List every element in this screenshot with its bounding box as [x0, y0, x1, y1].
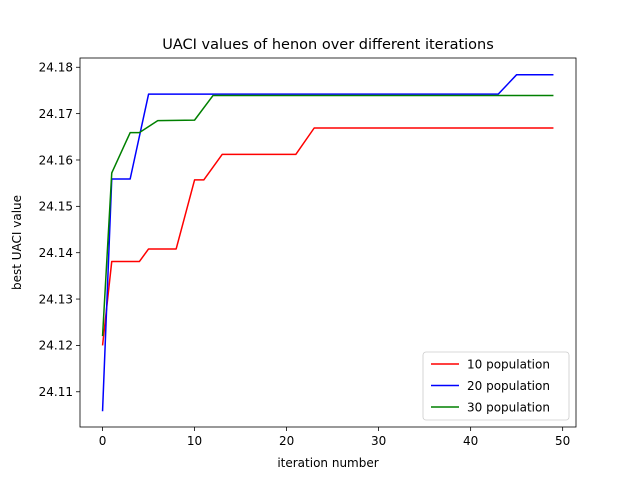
y-tick-label: 24.18 — [39, 61, 73, 75]
y-tick-label: 24.16 — [39, 153, 73, 167]
axes-frame — [79, 57, 577, 428]
y-axis-label: best UACI value — [10, 195, 24, 290]
x-axis-label: iteration number — [277, 456, 378, 470]
x-tick-label: 30 — [371, 434, 386, 448]
legend-label: 20 population — [467, 379, 550, 393]
x-tick-label: 20 — [279, 434, 294, 448]
x-axis: 0 10 20 30 40 50 — [99, 427, 570, 448]
y-tick-label: 24.14 — [39, 246, 73, 260]
legend: 10 population 20 population 30 population — [422, 351, 570, 421]
y-tick-label: 24.13 — [39, 292, 73, 306]
x-tick-label: 50 — [555, 434, 570, 448]
x-tick-label: 40 — [463, 434, 478, 448]
legend-label: 10 population — [467, 357, 550, 371]
y-tick-label: 24.12 — [39, 339, 73, 353]
y-tick-label: 24.17 — [39, 107, 73, 121]
y-tick-label: 24.11 — [39, 385, 73, 399]
series-line-1 — [101, 127, 554, 346]
series-line-3 — [101, 94, 554, 337]
y-axis: 24.11 24.12 24.13 24.14 24.15 24.16 24.17 24.18 — [39, 61, 80, 399]
x-tick-label: 0 — [99, 434, 107, 448]
chart-title: UACI values of henon over different iter… — [162, 37, 494, 53]
legend-box — [422, 351, 570, 421]
x-tick-label: 10 — [187, 434, 202, 448]
series-layer — [101, 73, 554, 412]
y-tick-label: 24.15 — [39, 200, 73, 214]
legend-label: 30 population — [467, 400, 550, 414]
